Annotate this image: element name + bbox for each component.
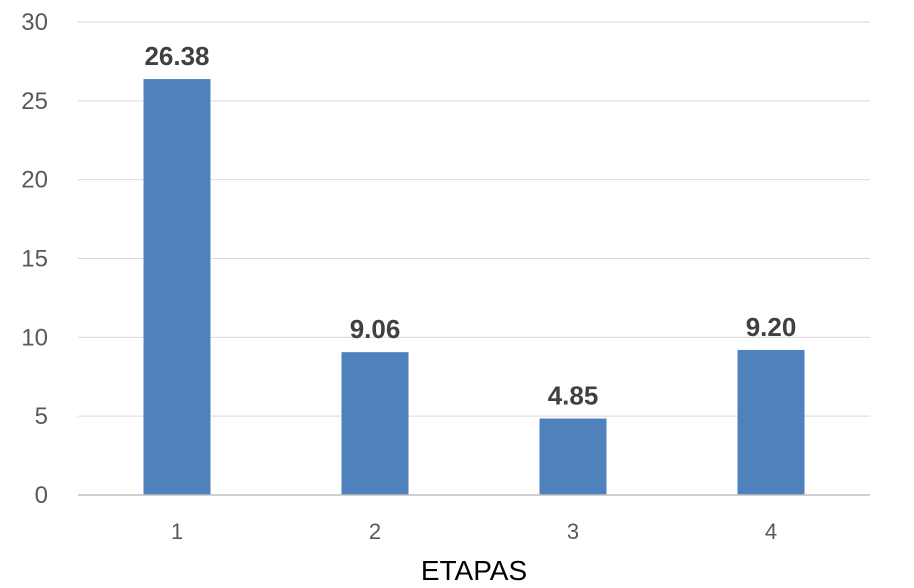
bar: [539, 418, 607, 495]
bar: [341, 352, 409, 495]
y-tick-label: 10: [21, 324, 48, 351]
x-tick-label: 1: [171, 519, 183, 544]
data-label: 4.85: [548, 381, 599, 411]
x-axis-ticks: 1 2 3 4: [171, 519, 777, 544]
y-tick-label: 20: [21, 167, 48, 194]
data-labels: 26.38 9.06 4.85 9.20: [144, 41, 796, 410]
y-tick-label: 5: [35, 403, 48, 430]
data-label: 9.20: [746, 312, 797, 342]
y-tick-label: 15: [21, 246, 48, 273]
y-tick-label: 30: [21, 9, 48, 36]
bar: [143, 79, 211, 496]
y-tick-label: 0: [35, 482, 48, 509]
data-label: 9.06: [350, 314, 401, 344]
x-tick-label: 2: [369, 519, 381, 544]
bar: [737, 349, 805, 495]
y-tick-label: 25: [21, 88, 48, 115]
x-tick-label: 4: [765, 519, 777, 544]
data-label: 26.38: [144, 41, 209, 71]
bars: [143, 79, 805, 496]
y-axis-ticks: 0 5 10 15 20 25 30: [21, 9, 48, 509]
x-axis-title: ETAPAS: [421, 555, 527, 586]
x-tick-label: 3: [567, 519, 579, 544]
